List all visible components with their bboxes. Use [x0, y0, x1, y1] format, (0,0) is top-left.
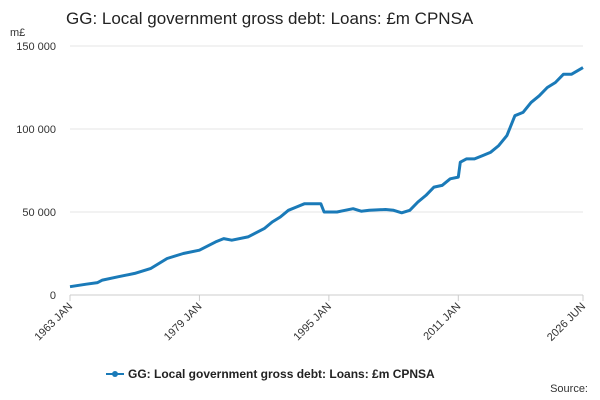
x-tick-label: 1963 JAN	[32, 301, 75, 344]
y-tick-label: 0	[50, 290, 56, 302]
chart-title: GG: Local government gross debt: Loans: …	[66, 9, 474, 28]
y-tick-label: 100 000	[16, 124, 56, 136]
y-axis-label: m£	[10, 27, 25, 39]
x-tick-label: 1995 JAN	[291, 301, 334, 344]
x-tick-label: 2011 JAN	[421, 301, 463, 343]
legend-marker	[112, 371, 118, 377]
y-tick-label: 150 000	[16, 41, 56, 53]
legend-label: GG: Local government gross debt: Loans: …	[128, 367, 435, 381]
source: Source:	[550, 383, 588, 395]
x-tick-label: 1979 JAN	[162, 301, 205, 344]
line	[69, 66, 584, 289]
y-tick-label: 50 000	[22, 207, 56, 219]
x-tick-label: 2026 JUN	[545, 301, 588, 344]
